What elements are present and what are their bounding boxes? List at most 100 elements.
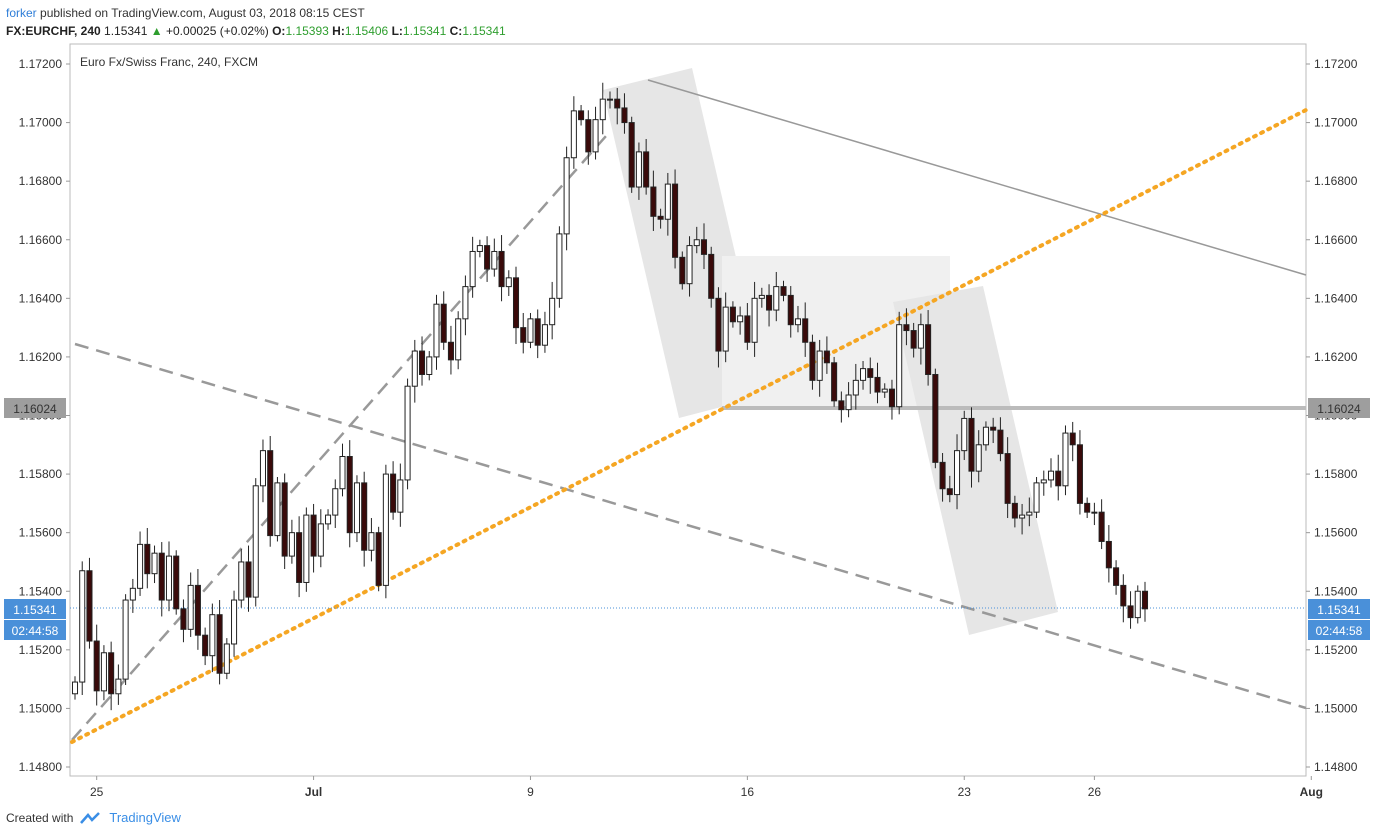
close-value: 1.15341 <box>462 24 506 38</box>
candle-up <box>896 324 903 408</box>
candle-up <box>527 318 534 343</box>
candle-up <box>433 303 440 358</box>
candle-down <box>946 488 953 496</box>
price-tag-right: 1.15341 <box>1317 603 1361 617</box>
candle-down <box>1120 584 1127 607</box>
y-tick-label-left: 1.16200 <box>19 350 63 364</box>
candle-down <box>679 256 686 285</box>
candle-down <box>643 151 650 188</box>
candle-up <box>231 599 238 645</box>
x-axis: 25Jul9162326Aug6 <box>90 776 1323 799</box>
y-tick-label-right: 1.15800 <box>1314 467 1358 481</box>
author-link[interactable]: forker <box>6 6 37 20</box>
candle-down <box>809 341 816 381</box>
high-label: H: <box>332 24 345 38</box>
candle-down <box>1055 470 1062 487</box>
y-axis-right: 1.14800 1.15000 1.15200 1.15400 1.15600 1.158… <box>1306 57 1358 774</box>
candle-down <box>245 561 252 598</box>
candle-up <box>288 532 295 557</box>
candle-down <box>744 315 751 343</box>
candle-up <box>332 488 339 516</box>
candle-up <box>252 485 259 598</box>
candle-up <box>852 379 859 396</box>
candle-down <box>296 532 303 583</box>
candle-up <box>563 157 570 235</box>
low-value: 1.15341 <box>402 24 447 38</box>
price-change: +0.00025 (+0.02%) <box>166 24 269 38</box>
candle-up <box>137 543 144 589</box>
candle-up <box>455 318 462 361</box>
y-tick-label-left: 1.17200 <box>19 57 63 71</box>
y-tick-label-right: 1.16200 <box>1314 350 1358 364</box>
candle-up <box>860 368 867 381</box>
candle-up <box>100 652 107 692</box>
candle-up <box>975 444 982 472</box>
candle-down <box>484 245 491 270</box>
y-tick-label-right: 1.15000 <box>1314 701 1358 715</box>
candle-up <box>259 450 267 487</box>
candle-up <box>917 324 924 349</box>
candle-down <box>780 286 787 296</box>
candles <box>71 82 1149 711</box>
candle-up <box>961 417 968 452</box>
candle-up <box>845 394 852 411</box>
candle-down <box>1105 540 1112 569</box>
last-price: 1.15341 <box>104 24 148 38</box>
candle-up <box>751 297 758 343</box>
candle-down <box>867 368 874 378</box>
candle-down <box>729 306 736 323</box>
candle-up <box>491 250 498 270</box>
candle-down <box>614 98 621 109</box>
level-tag-left-bg <box>4 398 66 418</box>
candle-down <box>910 330 917 349</box>
candle-up <box>1134 590 1141 619</box>
candle-up <box>469 250 476 288</box>
candle-up <box>368 532 375 551</box>
candle-up <box>115 678 122 695</box>
created-with-label: Created with <box>6 810 74 825</box>
candle-up <box>462 286 469 320</box>
candle-down <box>498 250 505 288</box>
y-tick-label-left: 1.14800 <box>19 760 63 774</box>
candle-down <box>93 640 100 692</box>
candle-up <box>1033 482 1040 513</box>
countdown-left: 02:44:58 <box>12 624 59 638</box>
chart-header: forker published on TradingView.com, Aug… <box>6 4 506 40</box>
candle-up <box>426 356 433 375</box>
y-tick-label-left: 1.15600 <box>19 526 63 540</box>
descending-dashed-line <box>74 342 1307 710</box>
price-tag-right-bg <box>1308 599 1370 619</box>
candle-down <box>440 303 447 343</box>
open-label: O: <box>272 24 286 38</box>
candle-up <box>476 245 483 252</box>
candle-up <box>758 294 765 299</box>
bear-channel-band-2 <box>893 286 1058 635</box>
candle-up <box>325 514 332 525</box>
candle-up <box>570 110 577 159</box>
price-tag-left-bg <box>4 599 66 619</box>
tradingview-logo-icon[interactable] <box>79 811 103 825</box>
candle-down <box>520 327 527 343</box>
candle-down <box>180 608 187 630</box>
y-tick-label-right: 1.15400 <box>1314 584 1358 598</box>
candle-down <box>621 107 628 124</box>
candle-up <box>1026 511 1033 516</box>
candle-down <box>1069 432 1076 446</box>
y-axis-left: 1.14800 1.15000 1.15200 1.15400 1.15600 1.158… <box>19 57 70 774</box>
candle-down <box>1127 605 1134 619</box>
x-tick-label: Jul <box>305 785 322 799</box>
candle-down <box>390 473 397 513</box>
candle-up <box>382 473 389 586</box>
candle-down <box>708 253 715 299</box>
candle-up <box>1091 511 1098 514</box>
candle-up <box>1047 470 1055 481</box>
candle-down <box>447 341 454 361</box>
tradingview-link[interactable]: TradingView <box>109 810 181 825</box>
candle-up <box>505 277 512 288</box>
candle-up <box>303 514 310 583</box>
y-tick-label-right: 1.16600 <box>1314 233 1358 247</box>
ascending-dashed-line <box>71 135 607 741</box>
candle-up <box>165 555 173 601</box>
candle-down <box>888 388 895 408</box>
